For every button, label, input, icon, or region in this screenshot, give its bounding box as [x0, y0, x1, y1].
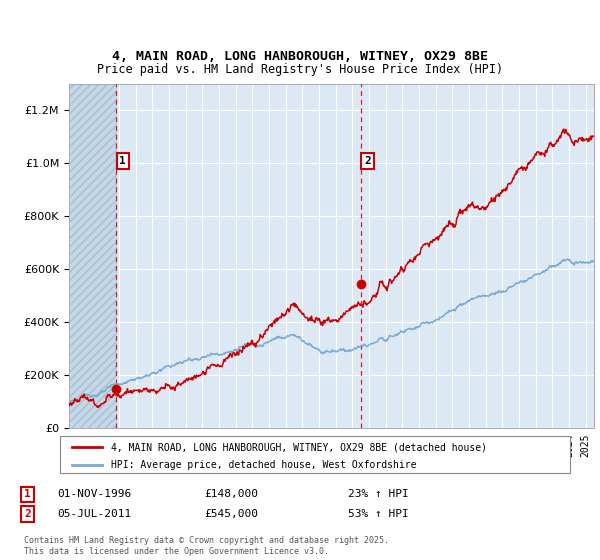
Text: £545,000: £545,000: [204, 509, 258, 519]
Text: 1: 1: [24, 489, 31, 500]
Text: 2: 2: [24, 509, 31, 519]
Text: £148,000: £148,000: [204, 489, 258, 500]
Text: 05-JUL-2011: 05-JUL-2011: [57, 509, 131, 519]
Text: 4, MAIN ROAD, LONG HANBOROUGH, WITNEY, OX29 8BE (detached house): 4, MAIN ROAD, LONG HANBOROUGH, WITNEY, O…: [111, 442, 487, 452]
Text: 2: 2: [364, 156, 371, 166]
Text: Price paid vs. HM Land Registry's House Price Index (HPI): Price paid vs. HM Land Registry's House …: [97, 63, 503, 76]
Text: 01-NOV-1996: 01-NOV-1996: [57, 489, 131, 500]
Text: 1: 1: [119, 156, 126, 166]
Text: 23% ↑ HPI: 23% ↑ HPI: [348, 489, 409, 500]
Bar: [69, 84, 116, 428]
Text: Contains HM Land Registry data © Crown copyright and database right 2025.
This d: Contains HM Land Registry data © Crown c…: [24, 536, 389, 556]
Text: 4, MAIN ROAD, LONG HANBOROUGH, WITNEY, OX29 8BE: 4, MAIN ROAD, LONG HANBOROUGH, WITNEY, O…: [112, 49, 488, 63]
Text: HPI: Average price, detached house, West Oxfordshire: HPI: Average price, detached house, West…: [111, 460, 416, 470]
Text: 53% ↑ HPI: 53% ↑ HPI: [348, 509, 409, 519]
